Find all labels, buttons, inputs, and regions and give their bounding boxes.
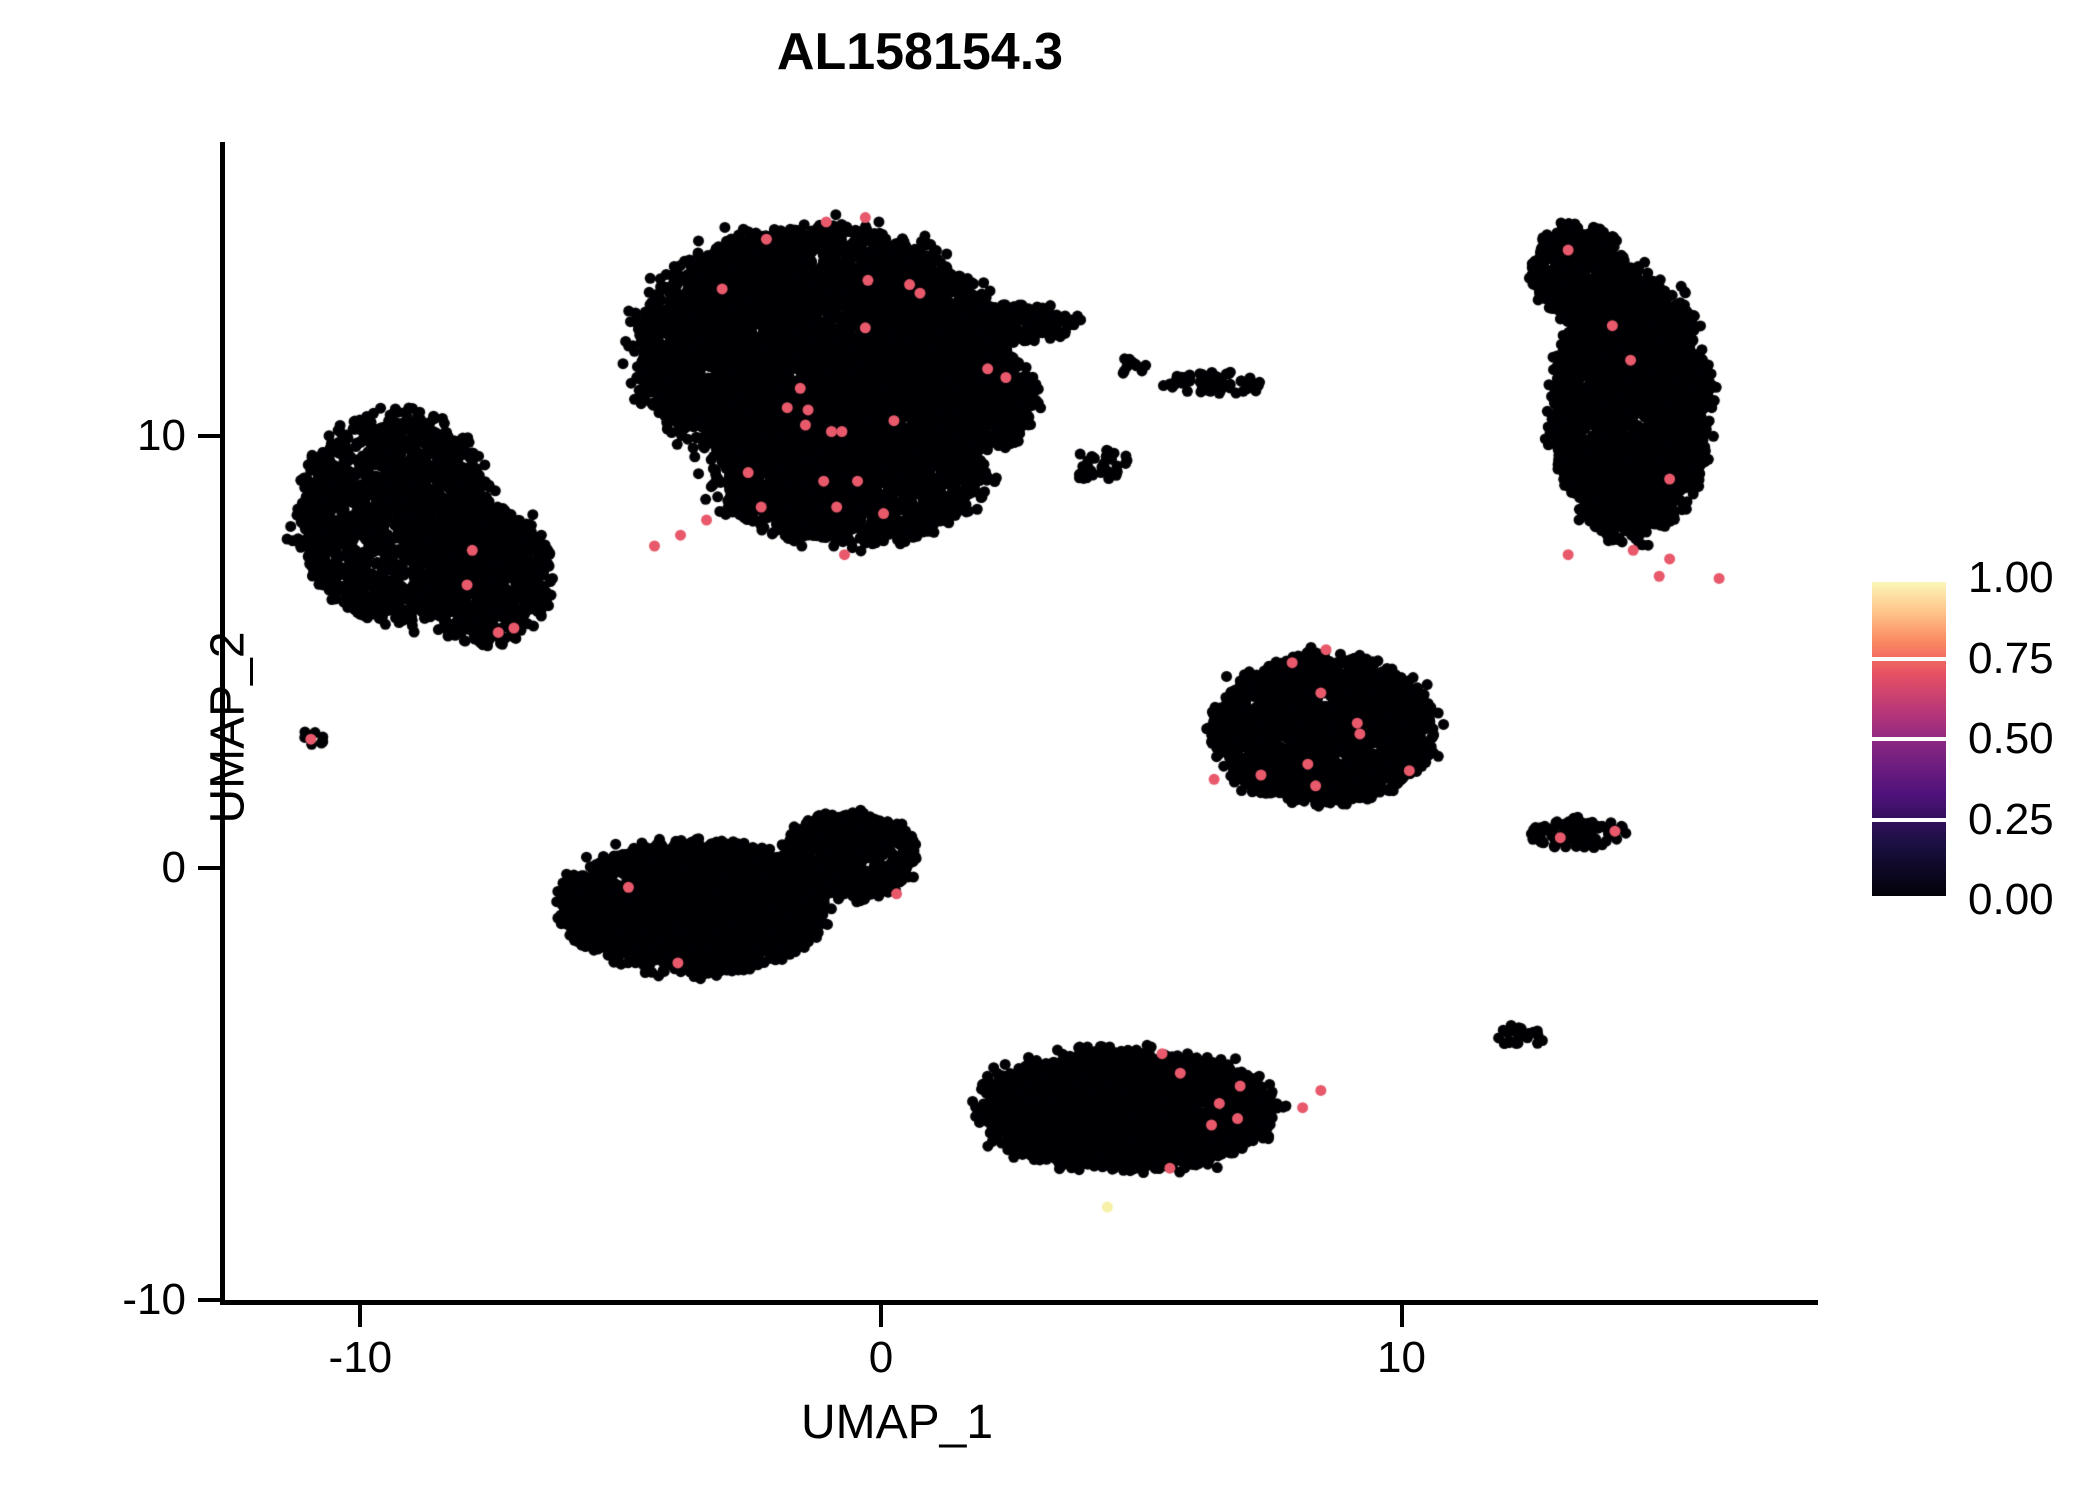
- y-tick-mark-10: [198, 433, 220, 438]
- y-tick-label-minus10: -10: [122, 1275, 186, 1324]
- scatter-points-canvas: [225, 142, 1818, 1300]
- colorbar-legend: 1.00 0.75 0.50 0.25 0.00: [1872, 556, 2072, 922]
- y-axis-title: UMAP_2: [201, 631, 255, 824]
- colorbar-tick-2: [1872, 656, 1946, 661]
- colorbar-label-100: 1.00: [1968, 553, 2054, 602]
- colorbar-tick-1: [1872, 578, 1946, 582]
- colorbar-tick-5: [1872, 896, 1946, 900]
- page-title: AL158154.3: [776, 23, 1064, 81]
- colorbar-label-075: 0.75: [1968, 633, 2054, 683]
- colorbar-tick-4: [1872, 817, 1946, 822]
- colorbar-label-000: 0.00: [1968, 875, 2054, 924]
- colorbar-gradient: [1872, 578, 1946, 900]
- y-tick-mark-0: [198, 865, 220, 870]
- y-tick-label-10: 10: [137, 410, 186, 460]
- x-tick-mark-minus10: [358, 1305, 363, 1327]
- y-tick-mark-minus10: [198, 1298, 220, 1302]
- y-axis-line: [220, 142, 225, 1304]
- x-axis-line: [220, 1300, 1818, 1305]
- scatter-plot-panel: [225, 142, 1818, 1300]
- x-axis-title: UMAP_1: [800, 1396, 994, 1449]
- x-tick-mark-0: [878, 1305, 883, 1327]
- x-tick-label-0: 0: [868, 1333, 894, 1382]
- x-tick-label-minus10: -10: [328, 1333, 393, 1382]
- y-tick-label-0: 0: [161, 842, 186, 892]
- x-tick-label-10: 10: [1377, 1333, 1426, 1382]
- colorbar-label-025: 0.25: [1968, 794, 2054, 844]
- colorbar-tick-3: [1872, 737, 1946, 741]
- x-tick-mark-10: [1399, 1305, 1404, 1327]
- colorbar-label-050: 0.50: [1968, 714, 2054, 763]
